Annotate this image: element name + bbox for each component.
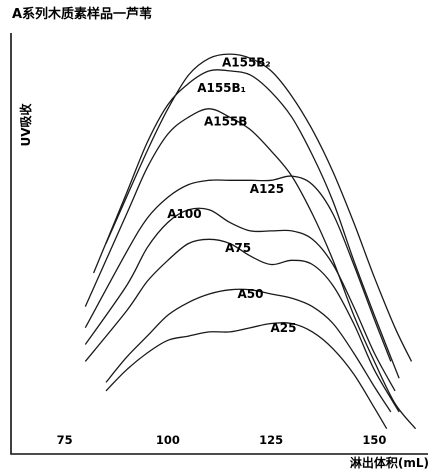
- series-label: A75: [225, 241, 251, 255]
- y-axis-label: UV吸收: [18, 103, 33, 146]
- series-line-a25: [105, 322, 388, 430]
- series-line-a125: [84, 175, 392, 362]
- series-labels: A155B₂ A155B₁ A155B A125 A100 A75 A50 A25: [167, 56, 296, 335]
- x-axis-label: 淋出体积(mL): [350, 455, 429, 470]
- series-label: A155B₂: [222, 56, 271, 70]
- series-line-a155b: [92, 69, 400, 379]
- x-tick-label: 150: [362, 433, 386, 447]
- series-line-a155b: [84, 108, 417, 430]
- series-curves: [84, 53, 417, 430]
- chart-title: A系列木质素样品一芦苇: [12, 6, 152, 22]
- series-label: A25: [270, 321, 296, 335]
- x-ticks: 75 100 125 150: [57, 433, 387, 447]
- x-tick-label: 75: [57, 433, 73, 447]
- x-tick-label: 100: [156, 433, 180, 447]
- series-label: A125: [250, 182, 284, 196]
- axes-frame: [10, 33, 428, 455]
- series-label: A50: [237, 287, 263, 301]
- series-line-a155b: [105, 53, 413, 362]
- series-label: A155B: [204, 115, 247, 129]
- series-line-a50: [105, 288, 392, 413]
- series-label: A100: [167, 207, 201, 221]
- series-line-a75: [84, 238, 400, 413]
- series-label: A155B₁: [197, 81, 246, 95]
- series-line-a100: [84, 207, 396, 392]
- x-tick-label: 125: [259, 433, 283, 447]
